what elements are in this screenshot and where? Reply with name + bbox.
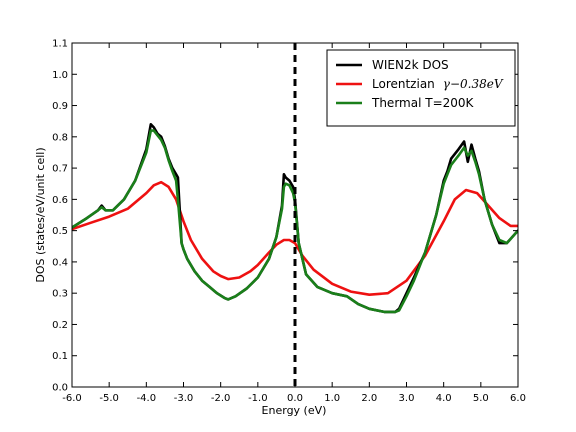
y-tick-label: 0.8 (52, 132, 68, 143)
y-tick-label: 0.4 (52, 257, 68, 268)
legend-label-lorentzian-group: Lorentzian γ−0.38eV (372, 75, 504, 92)
y-tick-label: 0.1 (52, 351, 68, 362)
x-tick-label: 5.0 (473, 393, 489, 404)
x-tick-label: 2.0 (361, 393, 377, 404)
x-tick-label: 0.0 (287, 393, 303, 404)
x-tick-label: -5.0 (99, 393, 119, 404)
y-tick-label: 0.5 (52, 226, 68, 237)
y-tick-label: 0.6 (52, 195, 68, 206)
y-tick-label: 0.7 (52, 164, 68, 175)
x-tick-label: -2.0 (211, 393, 231, 404)
legend-frame (326, 49, 516, 127)
y-tick-label: 0.9 (52, 101, 68, 112)
y-axis-label: DOS (states/eV/unit cell) (34, 147, 47, 282)
x-tick-label: 3.0 (399, 393, 415, 404)
plot-area: -6.0 -5.0 -4.0 -3.0 -2.0 -1.0 0.0 1.0 2.0 3.0 4.0 5… (52, 39, 526, 405)
series-line-thermal (72, 129, 518, 314)
x-tick-label: -4.0 (137, 393, 157, 404)
y-tick-label: 0.3 (52, 289, 68, 300)
legend-label-lorentzian-math: γ−0.38eV (443, 77, 504, 91)
legend-label-thermal: Thermal T=200K (371, 96, 475, 110)
legend-label-wien2k: WIEN2k DOS (372, 58, 449, 72)
x-tick-label: 4.0 (436, 393, 452, 404)
y-tick-label: 1.1 (52, 39, 68, 50)
x-tick-label: -3.0 (174, 393, 194, 404)
legend: WIEN2k DOS Lorentzian γ−0.38eV Thermal T… (326, 49, 516, 127)
legend-label-lorentzian: Lorentzian (372, 77, 435, 91)
x-tick-label: 6.0 (510, 393, 526, 404)
x-axis-label: Energy (eV) (262, 404, 327, 417)
y-tick-label: 0.2 (52, 320, 68, 331)
x-tick-label: -6.0 (62, 393, 82, 404)
x-tick-label: 1.0 (324, 393, 340, 404)
series-line-lorentzian (72, 180, 518, 297)
y-tick-label: 1.0 (52, 70, 68, 81)
x-tick-label: -1.0 (248, 393, 268, 404)
y-tick-label: 0.0 (52, 383, 68, 394)
